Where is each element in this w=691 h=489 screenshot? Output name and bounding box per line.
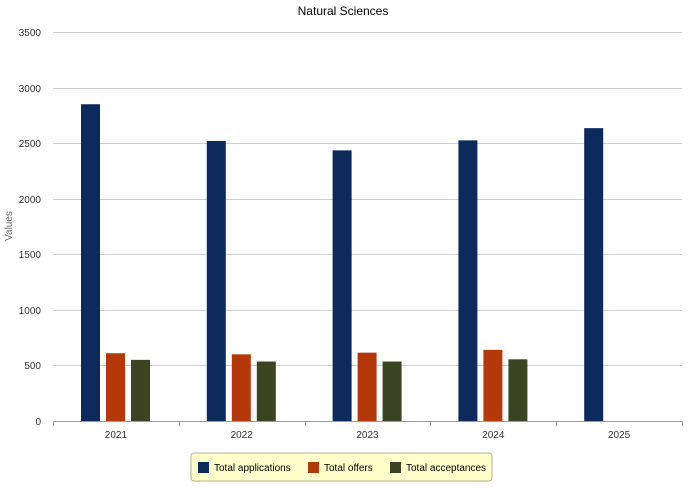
x-tick-label: 2022 [231, 430, 254, 441]
bar [357, 352, 377, 421]
bar [332, 150, 352, 422]
bar [483, 349, 503, 421]
legend-swatch [308, 462, 319, 473]
bar [256, 361, 276, 421]
bar [106, 353, 125, 421]
y-tick-label: 2000 [19, 195, 42, 206]
bar [231, 354, 251, 421]
y-axis-ticks: 0 500 1000 1500 2000 2500 3000 3500 [19, 28, 42, 428]
legend-swatch [390, 462, 401, 473]
bar [382, 361, 402, 421]
legend-swatch [198, 462, 209, 473]
gridlines [53, 32, 682, 366]
x-axis: 2021 2022 2023 2024 2025 [53, 421, 683, 441]
y-tick-label: 0 [35, 417, 41, 428]
legend-label: Total applications [214, 463, 291, 474]
bars [81, 104, 604, 422]
y-tick-label: 3000 [19, 84, 42, 95]
y-tick-label: 3500 [19, 28, 42, 39]
x-tick-label: 2023 [356, 430, 379, 441]
chart-title: Natural Sciences [298, 4, 389, 18]
y-tick-label: 1500 [19, 250, 42, 261]
legend: Total applications Total offers Total acce… [190, 452, 493, 482]
bar [131, 359, 150, 421]
bar [458, 140, 478, 421]
bar [584, 128, 604, 422]
y-axis-label: Values [4, 211, 15, 241]
bar [206, 140, 226, 422]
legend-label: Total offers [324, 463, 373, 474]
legend-box [190, 452, 493, 482]
bar [81, 104, 100, 421]
x-tick-label: 2021 [105, 430, 128, 441]
legend-label: Total acceptances [406, 463, 486, 474]
x-tick-label: 2025 [608, 430, 631, 441]
y-tick-label: 1000 [19, 306, 42, 317]
y-tick-label: 2500 [19, 139, 42, 150]
y-tick-label: 500 [24, 361, 41, 372]
bar [508, 359, 528, 421]
x-tick-label: 2024 [482, 430, 505, 441]
